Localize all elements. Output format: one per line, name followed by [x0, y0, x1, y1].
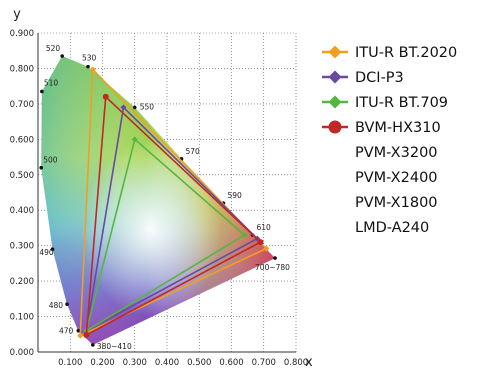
- wavelength-label: 380~410: [97, 342, 132, 351]
- gamut-vertex-0: [89, 66, 96, 73]
- y-axis-title: y: [13, 7, 21, 22]
- gamut-vertex-2: [241, 232, 248, 239]
- gamut-vertex-3: [102, 93, 109, 100]
- y-tick-label: 0.000: [10, 348, 34, 358]
- wavelength-label: 700~780: [255, 263, 290, 272]
- legend-marker-2: [328, 95, 342, 109]
- locus-white-point-glow: [41, 56, 276, 345]
- wavelength-marker: [86, 64, 90, 69]
- legend-label-2: ITU-R BT.709: [355, 95, 448, 111]
- legend-marker-3: [328, 120, 342, 134]
- legend-label-3: BVM-HX310: [355, 120, 441, 136]
- x-tick-label: 0.800: [284, 358, 308, 368]
- wavelength-marker: [91, 343, 95, 347]
- y-tick-label: 0.100: [10, 313, 34, 323]
- wavelength-label: 490: [39, 248, 54, 257]
- x-tick-label: 0.500: [187, 358, 211, 368]
- gamut-triangle-0: [79, 67, 268, 337]
- legend-marker-0: [328, 45, 342, 59]
- y-tick-label: 0.700: [10, 100, 34, 110]
- gamut-vertex-0: [263, 245, 270, 252]
- legend: ITU-R BT.2020 DCI-P3 ITU-R BT.709 BVM-HX310…: [322, 45, 457, 236]
- y-tick-label: 0.500: [10, 171, 34, 181]
- x-tick-label: 0.200: [90, 358, 114, 368]
- legend-marker-1: [328, 70, 342, 84]
- wavelength-label: 590: [227, 191, 242, 200]
- wavelength-marker: [50, 247, 55, 252]
- x-tick-label: 0.600: [219, 358, 243, 368]
- wavelength-label: 510: [44, 78, 59, 87]
- wavelength-marker: [60, 54, 64, 58]
- wavelength-marker: [273, 256, 277, 260]
- x-tick-label: 0.100: [58, 358, 82, 368]
- gamut-triangle-3: [85, 95, 262, 337]
- y-tick-label: 0.800: [10, 64, 34, 74]
- gamut-vertex-0: [77, 332, 84, 339]
- legend-label-1: DCI-P3: [355, 70, 404, 86]
- y-tick-label: 0.400: [10, 206, 34, 216]
- wavelength-marker: [40, 89, 44, 94]
- x-tick-label: 0.400: [155, 358, 179, 368]
- gamut-vertex-2: [131, 136, 138, 143]
- wavelength-label: 530: [82, 54, 97, 63]
- wavelength-label: 610: [256, 223, 271, 232]
- x-axis-title: x: [305, 355, 313, 370]
- spectral-locus: 380~410 470 480 490 500 510 520 530 550 570 590 610…: [39, 44, 290, 351]
- y-tick-label: 0.200: [10, 277, 34, 287]
- axes: 0.100 0.200 0.300 0.400 0.500 0.600 0.700 0.800…: [10, 7, 313, 370]
- wavelength-label: 500: [43, 156, 58, 165]
- gamut-vertex-3: [83, 331, 90, 338]
- gamut-triangle-1: [85, 105, 259, 333]
- gamut-series: [77, 66, 270, 339]
- wavelength-label: 570: [186, 147, 201, 156]
- gamut-vertex-3: [257, 239, 264, 246]
- wavelength-marker: [76, 328, 81, 333]
- wavelength-marker: [65, 302, 69, 306]
- wavelength-label: 550: [140, 102, 155, 111]
- gamut-vertex-1: [120, 104, 127, 111]
- wavelength-marker: [132, 105, 137, 110]
- wavelength-label: 480: [49, 301, 64, 310]
- gamut-triangle-2: [85, 137, 246, 333]
- y-tick-label: 0.600: [10, 135, 34, 145]
- legend-label-extra: PVM-X1800: [355, 195, 438, 211]
- legend-label-extra: PVM-X3200: [355, 145, 438, 161]
- y-tick-label: 0.300: [10, 242, 34, 252]
- x-tick-label: 0.700: [252, 358, 276, 368]
- wavelength-marker: [39, 165, 44, 170]
- y-tick-label: 0.900: [10, 29, 34, 39]
- x-tick-label: 0.300: [123, 358, 147, 368]
- legend-label-extra: LMD-A240: [355, 220, 429, 236]
- legend-label-extra: PVM-X2400: [355, 170, 438, 186]
- legend-label-0: ITU-R BT.2020: [355, 45, 457, 61]
- wavelength-label: 470: [59, 327, 74, 336]
- wavelength-label: 520: [46, 44, 61, 53]
